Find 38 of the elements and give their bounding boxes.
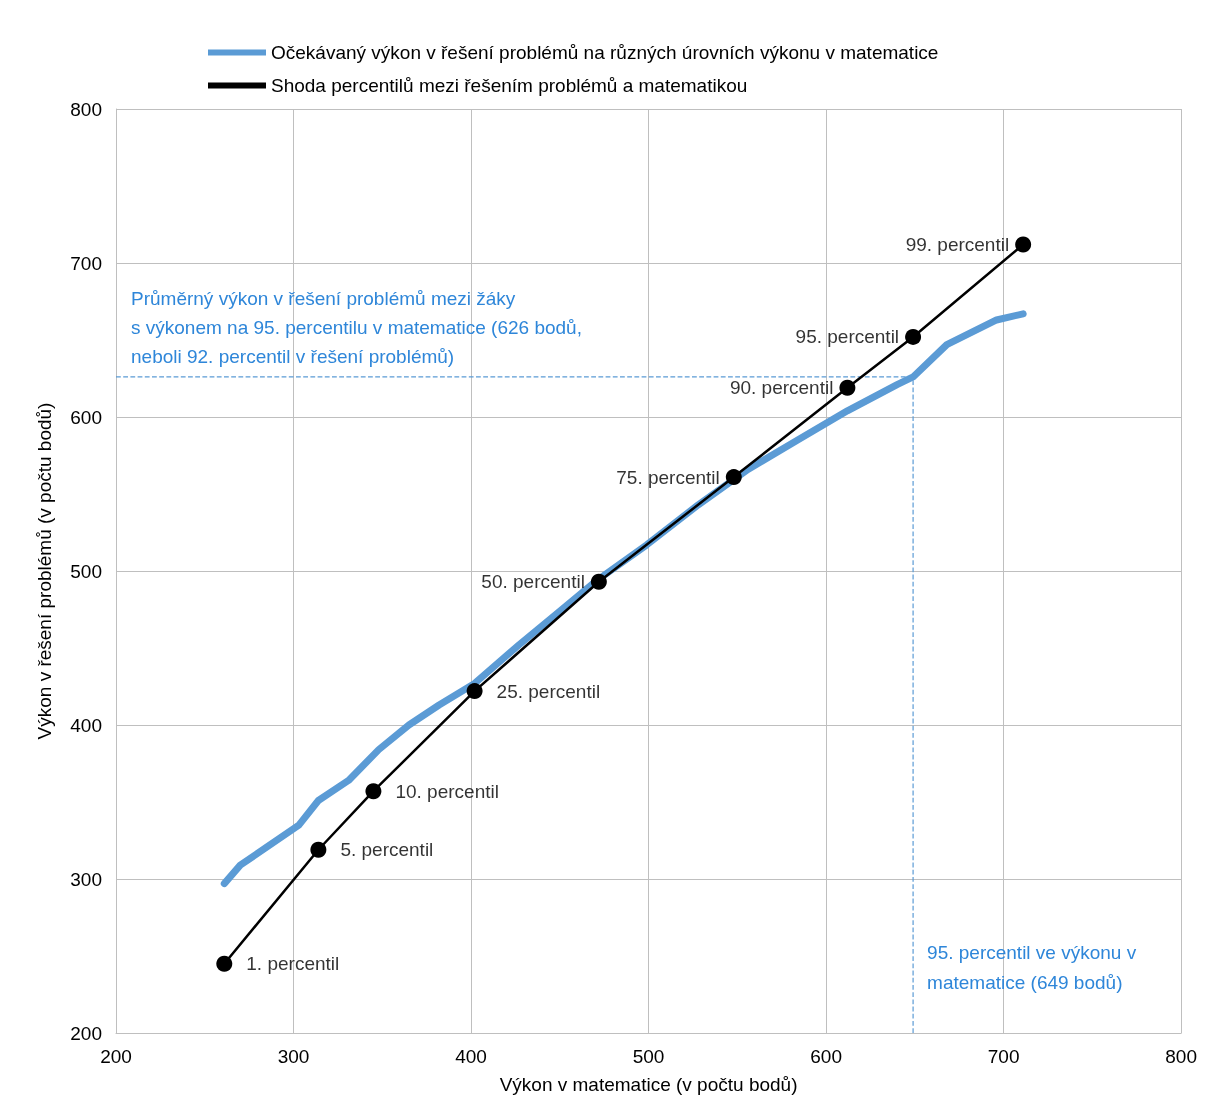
x-tick-label: 200 bbox=[100, 1046, 132, 1067]
y-tick-label: 700 bbox=[70, 252, 102, 274]
annotation: 1. percentil bbox=[246, 953, 340, 975]
point bbox=[590, 573, 607, 590]
y-tick-label: 400 bbox=[70, 714, 102, 736]
point bbox=[466, 683, 483, 700]
y-tick-label: 600 bbox=[70, 406, 102, 428]
annotation: 95. percentil bbox=[795, 326, 900, 348]
x-tick-label: 400 bbox=[455, 1046, 487, 1067]
annotation: 5. percentil bbox=[340, 839, 434, 861]
y-tick-label: 300 bbox=[70, 868, 102, 890]
point bbox=[1015, 236, 1032, 253]
x-tick-label: 300 bbox=[277, 1046, 310, 1067]
point bbox=[310, 841, 327, 858]
annotation: 10. percentil bbox=[395, 780, 499, 802]
ref-line-label: 95. percentil ve výkonu v matematice (649 bodů) bbox=[927, 941, 1142, 993]
annotation: 25. percentil bbox=[496, 680, 601, 702]
annotation: 50. percentil bbox=[481, 571, 585, 593]
point bbox=[905, 328, 922, 345]
point bbox=[216, 955, 233, 972]
legend-label: Shoda percentilů mezi řešením problémů a matematikou bbox=[271, 75, 748, 96]
y-tick-label: 200 bbox=[70, 1022, 102, 1044]
ref-line-label: Průměrný výkon v řešení problémů mezi žáky s výkonem na 95. percentilu v matematice (626 bodů, neboli 92. percentil v řešení problémů) bbox=[131, 287, 588, 367]
y-tick-label: 800 bbox=[70, 98, 102, 120]
x-axis-title: Výkon v matematice (v počtu bodů) bbox=[499, 1074, 798, 1095]
x-tick-label: 700 bbox=[987, 1046, 1020, 1067]
x-tick-label: 600 bbox=[810, 1046, 842, 1067]
x-tick-label: 800 bbox=[1165, 1046, 1197, 1067]
x-tick-label: 500 bbox=[632, 1046, 665, 1067]
annotation: 90. percentil bbox=[729, 377, 834, 399]
legend-label: Očekávaný výkon v řešení problémů na různých úrovních výkonu v matematice bbox=[271, 42, 939, 63]
point bbox=[839, 379, 856, 396]
point bbox=[725, 469, 742, 486]
annotation: 99. percentil bbox=[905, 234, 1010, 256]
point bbox=[365, 783, 382, 800]
annotation: 75. percentil bbox=[616, 466, 720, 488]
y-axis-title: Výkon v řešení problémů (v počtu bodů) bbox=[34, 402, 55, 740]
y-tick-label: 500 bbox=[70, 560, 102, 582]
